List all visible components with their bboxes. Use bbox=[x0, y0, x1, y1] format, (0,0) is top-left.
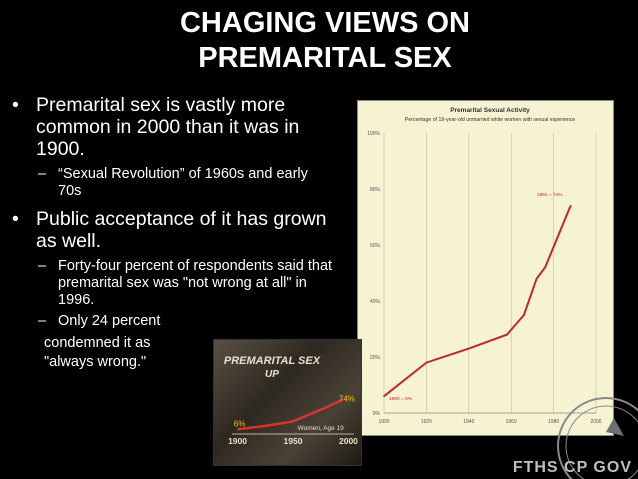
data-point bbox=[544, 266, 546, 269]
data-point bbox=[383, 395, 385, 398]
bullet-2-sub-2: – Only 24 percent bbox=[10, 313, 335, 330]
bullet-dot-icon: • bbox=[12, 94, 19, 116]
bullet-2-sub-1-text: Forty-four percent of respondents said t… bbox=[58, 258, 333, 308]
bullet-1-sub-1: – “Sexual Revolution” of 1960s and early… bbox=[10, 166, 335, 200]
inset-label-end: 74% bbox=[339, 394, 355, 403]
continuation-line-2: "always wrong." bbox=[44, 354, 147, 370]
inset-series-line bbox=[237, 398, 344, 431]
bullet-list: • Premarital sex is vastly more common i… bbox=[10, 94, 335, 372]
x-tick-label: 1940 bbox=[463, 419, 474, 425]
inset-chart-svg: PREMARITAL SEX UP 1900 1950 2000 6% 74% Women, … bbox=[224, 355, 358, 446]
slide-title: CHAGING VIEWS ON PREMARITAL SEX bbox=[60, 6, 590, 76]
chart-title: Premarital Sexual Activity bbox=[450, 107, 530, 114]
bullet-2: • Public acceptance of it has grown as w… bbox=[10, 208, 335, 252]
series-line bbox=[383, 205, 572, 397]
x-tick-label: 2000 bbox=[590, 419, 601, 425]
data-point bbox=[535, 277, 538, 280]
inset-x-tick-label: 1950 bbox=[284, 436, 303, 446]
inset-x-tick-label: 1900 bbox=[228, 436, 247, 446]
bullet-dot-icon: • bbox=[12, 208, 19, 230]
main-chart: Premarital Sexual Activity Percentage of … bbox=[357, 100, 614, 436]
data-point bbox=[569, 205, 572, 207]
chart-subtitle: Percentage of 19-year-old unmarried whit… bbox=[405, 117, 576, 123]
inset-news-graphic: PREMARITAL SEX UP 1900 1950 2000 6% 74% Women, … bbox=[213, 339, 362, 466]
x-tick-label: 1920 bbox=[421, 419, 432, 425]
inset-title: PREMARITAL SEX bbox=[224, 355, 321, 367]
y-tick-label: 60% bbox=[370, 243, 381, 249]
title-line-2: PREMARITAL SEX bbox=[198, 42, 452, 74]
title-line-1: CHAGING VIEWS ON bbox=[179, 7, 470, 39]
main-chart-svg: Premarital Sexual Activity Percentage of … bbox=[367, 107, 602, 425]
x-tick-label: 1900 bbox=[378, 419, 389, 425]
dash-icon: – bbox=[38, 166, 47, 182]
x-tick-label: 1980 bbox=[548, 419, 559, 425]
x-tick-label: 1960 bbox=[506, 419, 517, 425]
bullet-1-sub-1-text: “Sexual Revolution” of 1960s and early 7… bbox=[58, 166, 308, 199]
y-tick-label: 20% bbox=[370, 355, 381, 361]
bullet-2-sub-2-text: Only 24 percent bbox=[58, 313, 161, 329]
bullet-1-text: Premarital sex is vastly more common in … bbox=[36, 94, 300, 160]
footer-brand: FTHS CP GOV bbox=[512, 459, 632, 476]
y-tick-label: 0% bbox=[373, 411, 381, 417]
bullet-2-sub-1: – Forty-four percent of respondents said… bbox=[10, 258, 335, 309]
continuation-line-1: condemned it as bbox=[44, 335, 151, 351]
inset-subtitle: UP bbox=[265, 369, 279, 380]
inset-note: Women, Age 19 bbox=[298, 425, 345, 432]
y-tick-label: 80% bbox=[370, 187, 381, 193]
inset-label-start: 6% bbox=[234, 419, 246, 428]
data-point bbox=[506, 333, 508, 336]
dash-icon: – bbox=[38, 313, 47, 329]
school-seal-logo bbox=[557, 397, 638, 479]
dash-icon: – bbox=[38, 258, 47, 274]
y-tick-label: 40% bbox=[370, 299, 381, 305]
bullet-2-text: Public acceptance of it has grown as wel… bbox=[36, 208, 327, 252]
y-tick-label: 100% bbox=[367, 131, 380, 137]
data-point bbox=[425, 361, 428, 364]
bullet-1: • Premarital sex is vastly more common i… bbox=[10, 94, 335, 160]
data-label: 1991 = 74% bbox=[537, 192, 563, 198]
data-point bbox=[468, 347, 470, 350]
inset-x-tick-label: 2000 bbox=[339, 436, 358, 446]
data-point bbox=[523, 314, 525, 316]
data-label: 1900 = 6% bbox=[389, 396, 413, 402]
